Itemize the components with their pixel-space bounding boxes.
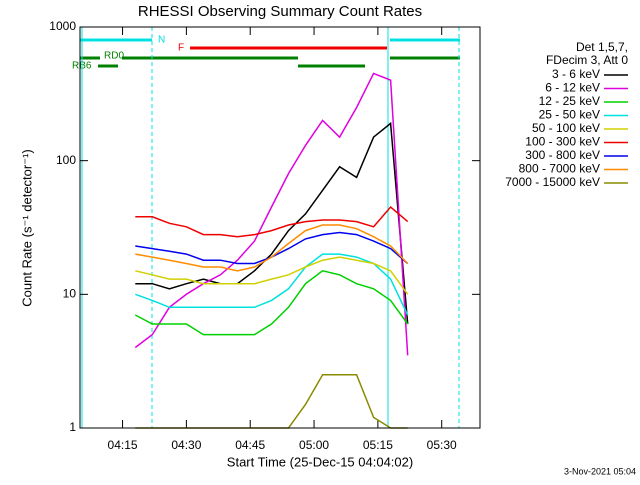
series-line [135, 121, 409, 325]
y-axis-label: Count Rate (s⁻¹ detector⁻¹) [19, 149, 34, 307]
legend-label: 800 - 7000 keV [519, 162, 600, 176]
footer: 3-Nov-2021 05:04 [564, 466, 636, 476]
legend-label: 6 - 12 keV [545, 81, 600, 95]
legend-label: 25 - 50 keV [539, 108, 600, 122]
series-line [135, 205, 409, 238]
x-tick-label: 04:30 [171, 438, 201, 452]
flag-bars [80, 38, 460, 68]
flag-label: F [178, 43, 184, 54]
legend-label: 7000 - 15000 keV [505, 175, 600, 189]
x-tick-label: 04:15 [108, 438, 138, 452]
series-line [134, 269, 409, 336]
series-line [135, 256, 409, 295]
legend-label: 100 - 300 keV [525, 135, 600, 149]
legend-label: 50 - 100 keV [532, 121, 600, 135]
y-tick-label: 1000 [49, 19, 76, 33]
legend-label: 300 - 800 keV [525, 148, 600, 162]
x-tick-label: 04:45 [235, 438, 265, 452]
y-tick-label: 1 [69, 420, 76, 434]
series-line [134, 72, 409, 356]
series-line [135, 253, 409, 316]
y-tick-label: 100 [56, 153, 76, 167]
legend-header: Det 1,5,7, [576, 40, 628, 54]
legend-label: 12 - 25 keV [539, 94, 600, 108]
flag-label: N [158, 35, 165, 46]
legend-label: 3 - 6 keV [552, 67, 600, 81]
series-line [135, 224, 409, 272]
flag-label: RD0 [104, 51, 124, 62]
plot-frame [79, 26, 481, 429]
marker-lines [81, 27, 460, 428]
legend-header: FDecim 3, Att 0 [546, 53, 628, 67]
x-tick-label: 05:30 [427, 438, 457, 452]
y-tick-label: 10 [63, 287, 77, 301]
x-tick-label: 05:00 [299, 438, 329, 452]
x-axis-label: Start Time (25-Dec-15 04:04:02) [227, 454, 413, 469]
chart-title: RHESSI Observing Summary Count Rates [138, 3, 422, 20]
x-tick-label: 05:15 [363, 438, 393, 452]
